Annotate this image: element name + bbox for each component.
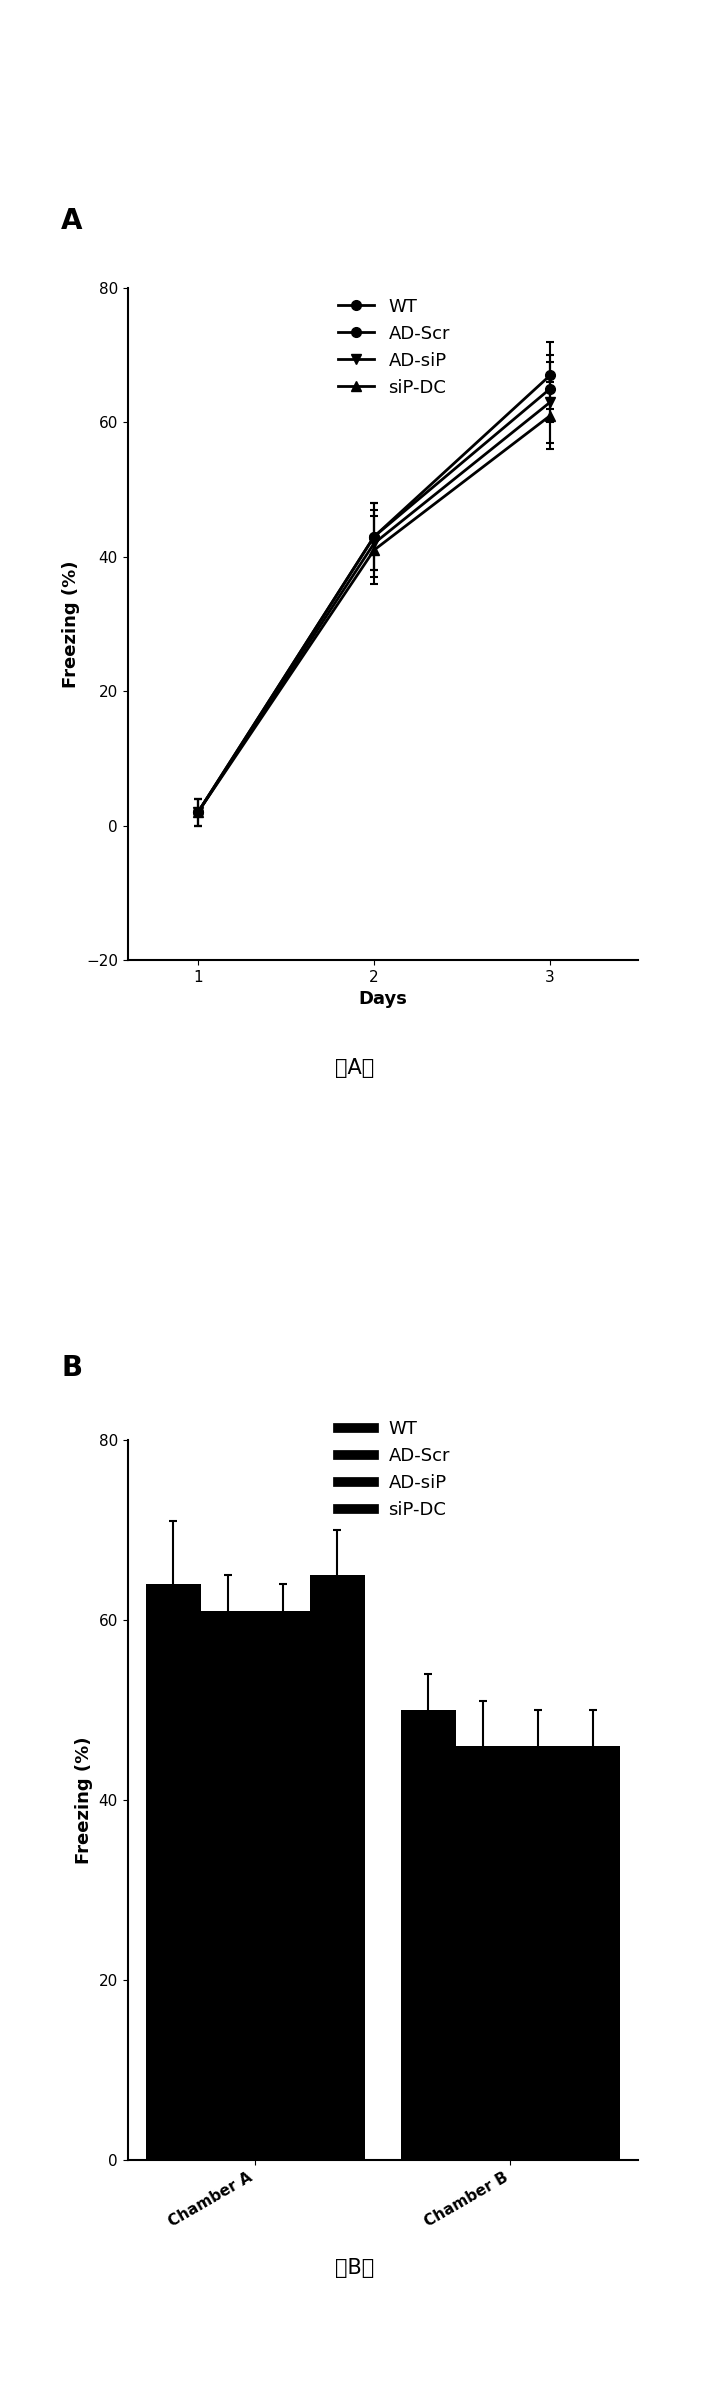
Bar	[565, 1747, 620, 2160]
Bar	[146, 1584, 201, 2160]
Legend: WT, AD-Scr, AD-siP, siP-DC: WT, AD-Scr, AD-siP, siP-DC	[330, 1414, 457, 1526]
Legend: WT, AD-Scr, AD-siP, siP-DC: WT, AD-Scr, AD-siP, siP-DC	[330, 290, 457, 403]
Text: B: B	[61, 1354, 82, 1382]
Bar	[255, 1610, 310, 2160]
X-axis label: Days: Days	[359, 991, 407, 1008]
Bar	[456, 1747, 510, 2160]
Bar	[310, 1574, 364, 2160]
Y-axis label: Freezing (%): Freezing (%)	[75, 1735, 93, 1865]
Text: （A）: （A）	[335, 1058, 374, 1078]
Text: A: A	[61, 206, 83, 235]
Bar	[201, 1610, 255, 2160]
Bar	[401, 1709, 456, 2160]
Y-axis label: Freezing (%): Freezing (%)	[62, 559, 80, 689]
Bar	[510, 1747, 565, 2160]
Text: （B）: （B）	[335, 2258, 374, 2278]
